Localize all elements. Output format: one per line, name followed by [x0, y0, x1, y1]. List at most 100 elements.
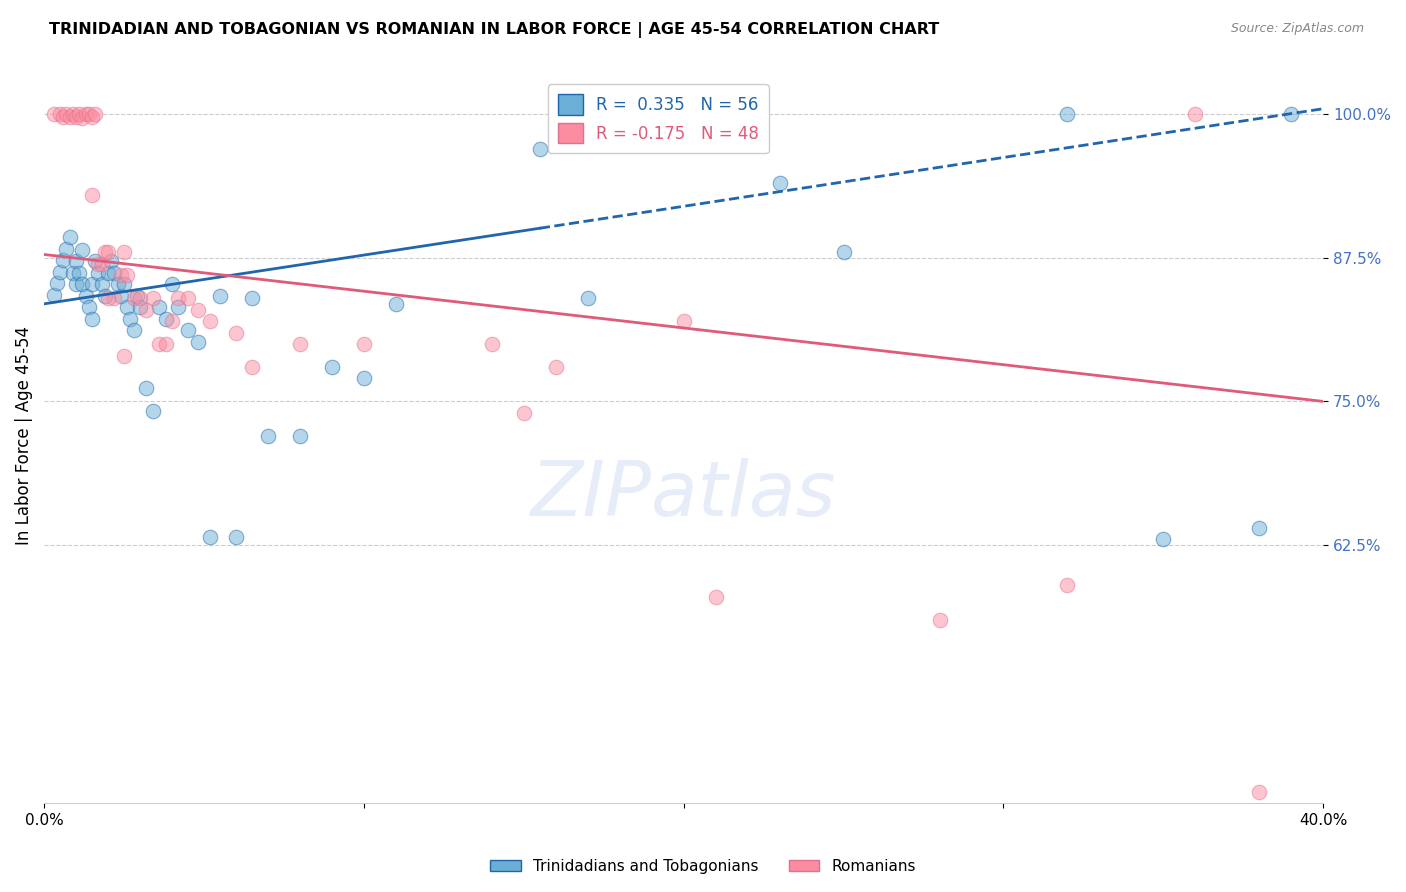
Point	[110, 268, 132, 282]
Point	[62, 107, 84, 121]
Point	[84, 254, 107, 268]
Point	[1152, 532, 1174, 546]
Point	[142, 291, 165, 305]
Point	[385, 297, 408, 311]
Point	[353, 371, 375, 385]
Point	[142, 403, 165, 417]
Point	[177, 291, 200, 305]
Point	[481, 337, 503, 351]
Point	[52, 253, 75, 268]
Point	[135, 302, 157, 317]
Point	[1279, 107, 1302, 121]
Point	[832, 245, 855, 260]
Point	[90, 277, 112, 292]
Point	[42, 107, 65, 121]
Point	[59, 230, 82, 244]
Point	[1184, 107, 1206, 121]
Point	[65, 254, 87, 268]
Point	[122, 323, 145, 337]
Point	[97, 245, 120, 260]
Point	[90, 257, 112, 271]
Point	[200, 314, 222, 328]
Point	[100, 254, 122, 268]
Point	[135, 381, 157, 395]
Point	[49, 265, 72, 279]
Point	[353, 337, 375, 351]
Point	[103, 266, 125, 280]
Point	[75, 289, 97, 303]
Point	[672, 314, 695, 328]
Point	[80, 277, 103, 292]
Point	[1056, 107, 1078, 121]
Point	[49, 107, 72, 121]
Point	[148, 337, 170, 351]
Point	[72, 111, 94, 125]
Text: TRINIDADIAN AND TOBAGONIAN VS ROMANIAN IN LABOR FORCE | AGE 45-54 CORRELATION CH: TRINIDADIAN AND TOBAGONIAN VS ROMANIAN I…	[49, 22, 939, 38]
Point	[55, 107, 77, 121]
Point	[65, 277, 87, 292]
Legend: Trinidadians and Tobagonians, Romanians: Trinidadians and Tobagonians, Romanians	[484, 853, 922, 880]
Point	[148, 301, 170, 315]
Point	[576, 291, 599, 305]
Point	[120, 311, 142, 326]
Point	[97, 266, 120, 280]
Point	[1056, 578, 1078, 592]
Y-axis label: In Labor Force | Age 45-54: In Labor Force | Age 45-54	[15, 326, 32, 545]
Point	[97, 291, 120, 305]
Point	[167, 301, 190, 315]
Point	[80, 110, 103, 124]
Point	[208, 289, 231, 303]
Point	[72, 277, 94, 292]
Point	[155, 337, 177, 351]
Point	[94, 245, 117, 260]
Point	[704, 590, 727, 604]
Point	[67, 266, 90, 280]
Point	[80, 311, 103, 326]
Point	[321, 359, 343, 374]
Point	[529, 142, 551, 156]
Point	[117, 301, 139, 315]
Point	[187, 302, 209, 317]
Point	[55, 242, 77, 256]
Point	[240, 291, 263, 305]
Point	[59, 110, 82, 124]
Point	[75, 107, 97, 121]
Point	[87, 266, 110, 280]
Point	[513, 406, 536, 420]
Point	[112, 245, 135, 260]
Point	[122, 291, 145, 305]
Point	[288, 429, 311, 443]
Point	[257, 429, 280, 443]
Point	[117, 268, 139, 282]
Point	[544, 359, 567, 374]
Point	[167, 291, 190, 305]
Point	[110, 289, 132, 303]
Point	[160, 314, 183, 328]
Point	[94, 289, 117, 303]
Point	[87, 257, 110, 271]
Point	[65, 110, 87, 124]
Point	[42, 287, 65, 301]
Point	[187, 334, 209, 349]
Point	[177, 323, 200, 337]
Point	[77, 301, 100, 315]
Point	[72, 243, 94, 257]
Point	[125, 289, 148, 303]
Point	[107, 277, 129, 292]
Text: ZIPatlas: ZIPatlas	[531, 458, 837, 532]
Point	[129, 301, 152, 315]
Point	[112, 349, 135, 363]
Point	[112, 277, 135, 292]
Text: Source: ZipAtlas.com: Source: ZipAtlas.com	[1230, 22, 1364, 36]
Point	[200, 530, 222, 544]
Point	[45, 276, 67, 290]
Legend: R =  0.335   N = 56, R = -0.175   N = 48: R = 0.335 N = 56, R = -0.175 N = 48	[547, 84, 769, 153]
Point	[769, 177, 792, 191]
Point	[225, 326, 247, 340]
Point	[288, 337, 311, 351]
Point	[52, 110, 75, 124]
Point	[1249, 521, 1271, 535]
Point	[67, 107, 90, 121]
Point	[160, 277, 183, 292]
Point	[84, 107, 107, 121]
